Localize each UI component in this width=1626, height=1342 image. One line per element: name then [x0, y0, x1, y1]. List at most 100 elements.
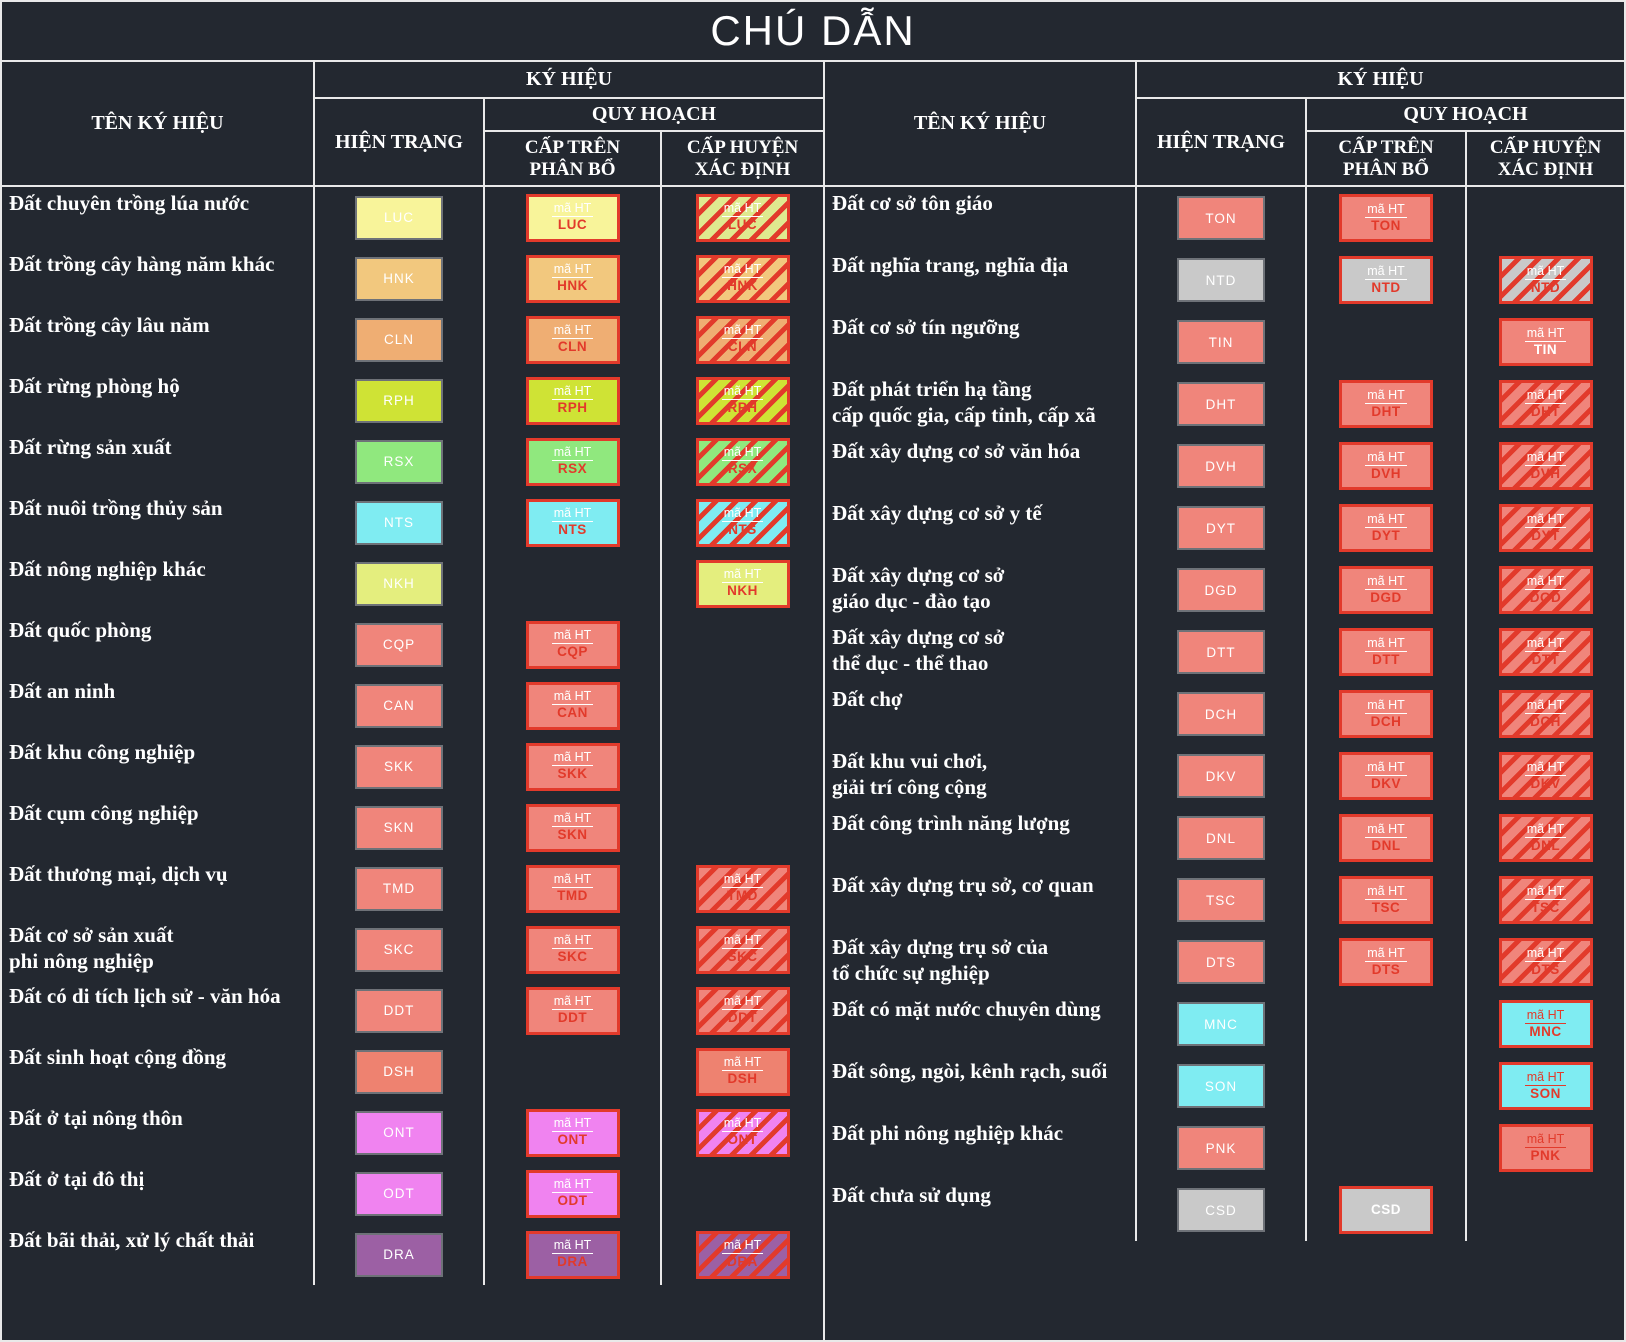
symbol-box-upper: mã HT SKN: [525, 803, 620, 852]
district-level-cell: mã HT DTS: [1467, 931, 1624, 993]
maht-label: mã HT: [551, 446, 594, 462]
symbol-box-current: CQP: [355, 622, 443, 667]
header-district-level: CẤP HUYỆN XÁC ĐỊNH: [662, 132, 823, 185]
row-label: Đất có di tích lịch sử - văn hóa: [9, 984, 281, 1008]
upper-level-cell: mã HT DDT: [485, 980, 662, 1041]
maht-label: mã HT: [1524, 326, 1567, 342]
row-label-cell: Đất nuôi trồng thủy sản: [2, 492, 315, 553]
symbol-code: HNK: [727, 278, 758, 294]
current-status-cell: TSC: [1137, 869, 1307, 931]
district-level-cell: mã HT CLN: [662, 309, 823, 370]
district-level-cell: mã HT MNC: [1467, 993, 1624, 1055]
symbol-box-upper: mã HT DVH: [1339, 442, 1433, 490]
current-status-cell: ONT: [315, 1102, 485, 1163]
upper-level-cell: mã HT NTS: [485, 492, 662, 553]
symbol-box-district: mã HT TMD: [695, 864, 790, 913]
district-level-cell: mã HT NTD: [1467, 249, 1624, 311]
maht-label: mã HT: [1365, 450, 1407, 466]
symbol-box-upper: mã HT DHT: [1339, 380, 1433, 428]
symbol-box-current: SKN: [355, 805, 443, 850]
header-current-status: HIỆN TRẠNG: [315, 99, 485, 185]
symbol-code: NTS: [558, 522, 587, 538]
current-status-cell: DVH: [1137, 435, 1307, 497]
maht-label: mã HT: [1365, 946, 1407, 962]
symbol-box-current: ODT: [355, 1171, 443, 1216]
symbol-code: DHT: [1205, 396, 1237, 412]
upper-level-cell: mã HT SKC: [485, 919, 662, 980]
symbol-box-current: RPH: [355, 378, 443, 423]
symbol-code: RPH: [557, 400, 588, 416]
symbol-code: DKV: [1205, 768, 1237, 784]
district-level-cell: mã HT DHT: [1467, 373, 1624, 435]
symbol-box-district: mã HT NTS: [695, 498, 790, 547]
maht-label: mã HT: [721, 263, 764, 279]
symbol-code: DCH: [1370, 713, 1402, 729]
symbol-code: CSD: [1205, 1202, 1237, 1218]
current-status-cell: TMD: [315, 858, 485, 919]
district-level-cell: [662, 797, 823, 858]
row-label: thể dục - thể thao: [832, 650, 989, 675]
upper-level-cell: mã HT HNK: [485, 248, 662, 309]
maht-label: mã HT: [721, 324, 764, 340]
maht-label: mã HT: [551, 202, 594, 218]
header-district-level-line1: CẤP HUYỆN: [686, 137, 799, 159]
symbol-box-upper: mã HT DKV: [1339, 752, 1433, 800]
current-status-cell: DSH: [315, 1041, 485, 1102]
legend-title: CHÚ DẪN: [2, 2, 1624, 62]
header-district-level: CẤP HUYỆN XÁC ĐỊNH: [1467, 132, 1624, 185]
row-label: Đất xây dựng cơ sở: [832, 625, 1005, 649]
symbol-code: DHT: [1530, 403, 1561, 419]
row-label: Đất xây dựng cơ sở y tế: [832, 501, 1042, 525]
symbol-box-district: mã HT DDT: [695, 986, 790, 1035]
upper-level-cell: [485, 1041, 662, 1102]
symbol-code: DSH: [727, 1071, 758, 1087]
symbol-code: DGD: [1204, 582, 1238, 598]
header-upper-level-line2: PHÂN BỔ: [1342, 158, 1430, 180]
current-status-cell: DKV: [1137, 745, 1307, 807]
header-current-status: HIỆN TRẠNG: [1137, 99, 1307, 185]
maht-label: mã HT: [1365, 698, 1407, 714]
symbol-code: RSX: [727, 461, 758, 477]
upper-level-cell: [485, 553, 662, 614]
row-label: Đất trồng cây hàng năm khác: [9, 252, 275, 276]
upper-level-cell: mã HT TSC: [1307, 869, 1467, 931]
row-label-cell: Đất chưa sử dụng: [825, 1179, 1137, 1241]
symbol-box-district: mã HT LUC: [695, 193, 790, 242]
row-label: Đất sinh hoạt cộng đồng: [9, 1045, 227, 1069]
district-level-cell: [1467, 187, 1624, 249]
row-label-cell: Đất sinh hoạt cộng đồng: [2, 1041, 315, 1102]
symbol-code: NKH: [727, 583, 758, 599]
symbol-box-upper: mã HT RSX: [525, 437, 620, 486]
upper-level-cell: mã HT TON: [1307, 187, 1467, 249]
maht-label: mã HT: [1365, 884, 1407, 900]
maht-label: mã HT: [1365, 264, 1407, 280]
row-label-cell: Đất trồng cây hàng năm khác: [2, 248, 315, 309]
district-level-cell: mã HT DTT: [1467, 621, 1624, 683]
symbol-code: SKC: [383, 942, 415, 957]
symbol-code: CSD: [1370, 1202, 1401, 1218]
symbol-box-upper: mã HT HNK: [525, 254, 620, 303]
maht-label: mã HT: [721, 507, 764, 523]
district-level-cell: mã HT DNL: [1467, 807, 1624, 869]
symbol-box-district: mã HT DNL: [1498, 814, 1593, 862]
symbol-code: TMD: [727, 888, 758, 904]
current-status-cell: NKH: [315, 553, 485, 614]
upper-level-cell: mã HT DKV: [1307, 745, 1467, 807]
symbol-code: DCH: [1530, 713, 1561, 729]
upper-level-cell: mã HT ODT: [485, 1163, 662, 1224]
header-name-column: TÊN KÝ HIỆU: [825, 62, 1137, 185]
header-upper-level-line2: PHÂN BỔ: [529, 158, 616, 180]
symbol-code: DYT: [1371, 527, 1401, 543]
symbol-box-upper: mã HT ONT: [525, 1108, 620, 1157]
row-label-cell: Đất bãi thải, xử lý chất thải: [2, 1224, 315, 1285]
maht-label: mã HT: [721, 1056, 764, 1072]
row-label-cell: Đất chợ: [825, 683, 1137, 745]
symbol-box-current: CLN: [355, 317, 443, 362]
district-level-cell: mã HT DYT: [1467, 497, 1624, 559]
symbol-code: ONT: [727, 1132, 758, 1148]
row-label: Đất xây dựng trụ sở, cơ quan: [832, 873, 1094, 897]
symbol-code: CAN: [557, 705, 588, 721]
row-label-cell: Đất cơ sở sản xuất phi nông nghiệp: [2, 919, 315, 980]
symbol-box-district: mã HT DCH: [1498, 690, 1593, 738]
symbol-box-current: TON: [1177, 196, 1265, 240]
